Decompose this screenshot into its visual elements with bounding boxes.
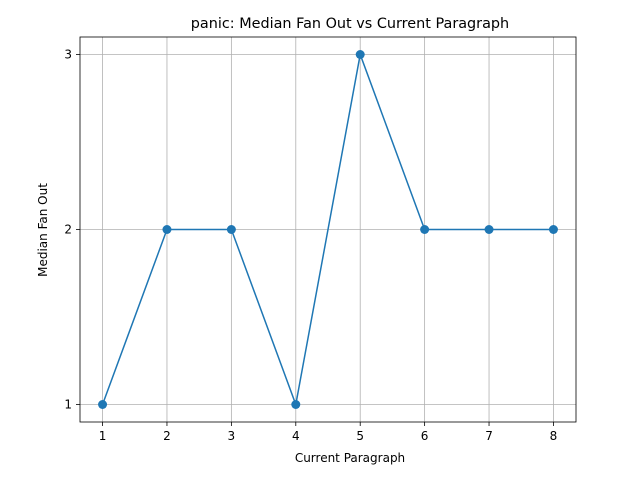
series [98, 50, 558, 409]
x-tick-label: 2 [163, 429, 171, 443]
series-line [101, 51, 554, 408]
y-axis-label: Median Fan Out [36, 183, 50, 277]
data-point [484, 225, 494, 234]
y-tick-label: 3 [64, 48, 72, 62]
data-point [548, 225, 558, 234]
x-axis: 1 2 3 4 5 6 7 8 [99, 422, 558, 443]
y-tick-label: 1 [64, 398, 72, 412]
data-point [355, 50, 365, 59]
x-tick-label: 8 [550, 429, 558, 443]
x-axis-label: Current Paragraph [295, 451, 405, 465]
x-tick-label: 1 [99, 429, 107, 443]
x-tick-label: 3 [228, 429, 236, 443]
data-point [291, 400, 301, 409]
x-tick-label: 7 [485, 429, 493, 443]
x-tick-label: 6 [421, 429, 429, 443]
y-axis: 1 2 3 [64, 48, 80, 412]
data-point [420, 225, 430, 234]
data-point [162, 225, 172, 234]
y-tick-label: 2 [64, 223, 72, 237]
chart-title: panic: Median Fan Out vs Current Paragra… [191, 16, 509, 32]
x-tick-label: 5 [356, 429, 364, 443]
data-point [226, 225, 236, 234]
data-point [98, 400, 108, 409]
x-tick-label: 4 [292, 429, 300, 443]
